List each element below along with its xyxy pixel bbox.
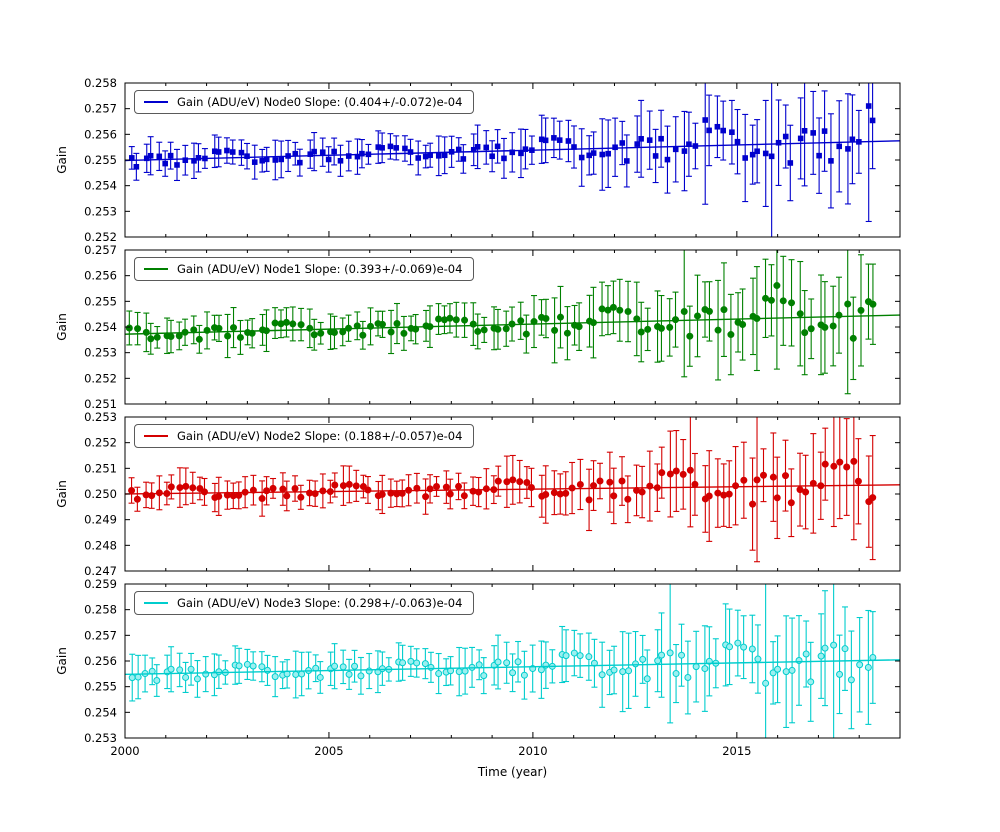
svg-text:0.258: 0.258 xyxy=(84,76,117,90)
svg-text:0.256: 0.256 xyxy=(84,269,117,283)
svg-text:0.259: 0.259 xyxy=(84,577,117,591)
legend-label-node1: Gain (ADU/eV) Node1 Slope: (0.393+/-0.06… xyxy=(177,262,463,276)
fit-line-node1 xyxy=(125,314,900,335)
legend-node0: Gain (ADU/eV) Node0 Slope: (0.404+/-0.07… xyxy=(134,90,475,114)
svg-text:0.257: 0.257 xyxy=(84,243,117,257)
y-ticks-node1: 0.251 0.252 0.253 0.254 0.255 0.256 0.257 xyxy=(84,243,900,411)
svg-text:0.253: 0.253 xyxy=(84,346,117,360)
fit-line-node3 xyxy=(125,659,900,676)
series-node3 xyxy=(125,584,900,738)
svg-text:2010: 2010 xyxy=(518,744,547,758)
x-axis-label: Time (year) xyxy=(477,765,547,779)
legend-node3: Gain (ADU/eV) Node3 Slope: (0.298+/-0.06… xyxy=(134,591,475,615)
svg-text:0.251: 0.251 xyxy=(84,397,117,411)
legend-line-sample-node2 xyxy=(144,435,168,437)
svg-text:0.255: 0.255 xyxy=(84,153,117,167)
svg-text:0.258: 0.258 xyxy=(84,603,117,617)
series-node0 xyxy=(125,83,900,237)
legend-line-sample-node1 xyxy=(144,268,168,270)
svg-text:0.254: 0.254 xyxy=(84,320,117,334)
svg-text:2015: 2015 xyxy=(722,744,751,758)
y-axis-label-node2: Gain xyxy=(55,480,69,508)
legend-line-sample-node3 xyxy=(144,602,168,604)
svg-text:0.255: 0.255 xyxy=(84,680,117,694)
y-axis-label-node1: Gain xyxy=(55,313,69,341)
legend-label-node0: Gain (ADU/eV) Node0 Slope: (0.404+/-0.07… xyxy=(177,95,463,109)
x-ticks-node1 xyxy=(124,250,901,404)
svg-text:0.256: 0.256 xyxy=(84,654,117,668)
y-ticks-node3: 0.253 0.254 0.255 0.256 0.257 0.258 0.259 xyxy=(84,577,900,745)
svg-text:0.251: 0.251 xyxy=(84,461,117,475)
svg-text:0.253: 0.253 xyxy=(84,204,117,218)
svg-text:0.252: 0.252 xyxy=(84,436,117,450)
svg-text:2000: 2000 xyxy=(110,744,139,758)
svg-text:0.252: 0.252 xyxy=(84,230,117,244)
series-node2 xyxy=(125,417,900,563)
x-ticks-node0 xyxy=(124,83,901,237)
svg-text:0.255: 0.255 xyxy=(84,294,117,308)
svg-text:0.254: 0.254 xyxy=(84,179,117,193)
y-axis-label-node3: Gain xyxy=(55,647,69,675)
y-axis-label-node0: Gain xyxy=(55,146,69,174)
y-ticks-node2: 0.247 0.248 0.249 0.250 0.251 0.252 0.253 xyxy=(84,410,900,578)
svg-text:0.248: 0.248 xyxy=(84,538,117,552)
svg-text:0.252: 0.252 xyxy=(84,371,117,385)
svg-text:2005: 2005 xyxy=(314,744,343,758)
svg-text:0.250: 0.250 xyxy=(84,487,117,501)
x-ticks-node2 xyxy=(124,417,901,571)
legend-label-node2: Gain (ADU/eV) Node2 Slope: (0.188+/-0.05… xyxy=(177,429,463,443)
legend-node1: Gain (ADU/eV) Node1 Slope: (0.393+/-0.06… xyxy=(134,257,475,281)
y-ticks-node0: 0.252 0.253 0.254 0.255 0.256 0.257 0.258 xyxy=(84,76,900,244)
svg-text:0.249: 0.249 xyxy=(84,513,117,527)
legend-line-sample-node0 xyxy=(144,101,168,103)
svg-text:0.257: 0.257 xyxy=(84,102,117,116)
svg-text:0.253: 0.253 xyxy=(84,410,117,424)
x-ticks-node3: 2000 2005 2010 2015 xyxy=(110,584,901,758)
svg-text:0.257: 0.257 xyxy=(84,628,117,642)
svg-text:0.256: 0.256 xyxy=(84,127,117,141)
fit-line-node2 xyxy=(125,484,900,495)
svg-text:0.247: 0.247 xyxy=(84,564,117,578)
series-node1 xyxy=(125,250,900,395)
legend-node2: Gain (ADU/eV) Node2 Slope: (0.188+/-0.05… xyxy=(134,424,475,448)
legend-label-node3: Gain (ADU/eV) Node3 Slope: (0.298+/-0.06… xyxy=(177,596,463,610)
svg-text:0.254: 0.254 xyxy=(84,705,117,719)
svg-text:0.253: 0.253 xyxy=(84,731,117,745)
fit-line-node0 xyxy=(125,140,900,162)
